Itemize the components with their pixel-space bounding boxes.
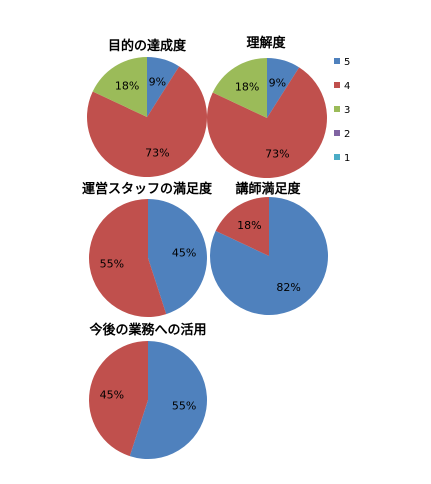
legend-label-5: 5 xyxy=(344,57,350,68)
pie-slice-5 xyxy=(210,197,329,316)
chart-title-lecturer-satisfaction: 講師満足度 xyxy=(235,181,301,197)
legend-label-1: 1 xyxy=(344,153,350,164)
pie-slice-4 xyxy=(89,341,148,457)
slice-data-label: 73% xyxy=(265,148,289,161)
pie-chart-5: 55% 45% xyxy=(89,341,208,459)
legend: 5 4 3 2 1 xyxy=(334,57,350,164)
legend-label-4: 4 xyxy=(344,81,350,92)
pie-slice-5 xyxy=(148,199,207,315)
slice-data-label: 9% xyxy=(269,76,286,89)
legend-swatch-4 xyxy=(334,82,340,88)
chart-title-staff-satisfaction: 運営スタッフの満足度 xyxy=(82,181,213,197)
pie-slice-4 xyxy=(206,67,327,178)
pie-chart-4: 82% 18% xyxy=(210,197,329,316)
pie-chart-2: 9% 73% 18% xyxy=(206,58,327,178)
legend-swatch-3 xyxy=(334,106,340,112)
slice-data-label: 55% xyxy=(172,400,196,413)
pie-slice-3 xyxy=(212,58,267,118)
pie-slice-3 xyxy=(92,57,147,117)
pie-plots: 9% 73% 18% 9% 73% 18% 45% 55% 82% 18% 55% 45% xyxy=(86,57,329,459)
pie-slice-5 xyxy=(267,58,300,118)
pie-slice-5 xyxy=(147,57,180,117)
legend-swatch-1 xyxy=(334,154,340,160)
chart-title-goal-achievement: 目的の達成度 xyxy=(108,38,187,54)
slice-data-label: 45% xyxy=(100,388,124,401)
legend-swatch-5 xyxy=(334,58,340,64)
pie-slice-5 xyxy=(129,341,208,459)
legend-label-2: 2 xyxy=(344,129,350,140)
slice-data-label: 18% xyxy=(115,80,139,93)
legend-label-3: 3 xyxy=(344,105,350,116)
slice-data-label: 73% xyxy=(145,147,169,160)
legend-swatch-2 xyxy=(334,130,340,136)
chart-title-understanding: 理解度 xyxy=(246,35,286,51)
slice-data-label: 18% xyxy=(237,219,261,232)
pie-chart-1: 9% 73% 18% xyxy=(86,57,207,177)
pie-slice-4 xyxy=(86,66,207,177)
chart-titles: 目的の達成度 理解度 運営スタッフの満足度 講師満足度 今後の業務への活用 xyxy=(82,35,302,338)
slice-data-label: 9% xyxy=(149,75,166,88)
slice-data-label: 55% xyxy=(100,258,124,271)
slice-data-label: 45% xyxy=(172,246,196,259)
slice-data-label: 18% xyxy=(235,81,259,94)
pie-slice-4 xyxy=(88,199,167,317)
pie-slice-4 xyxy=(215,197,269,256)
pie-chart-3: 45% 55% xyxy=(88,199,207,317)
chart-title-future-use: 今後の業務への活用 xyxy=(88,322,206,338)
slice-data-label: 82% xyxy=(276,281,300,294)
